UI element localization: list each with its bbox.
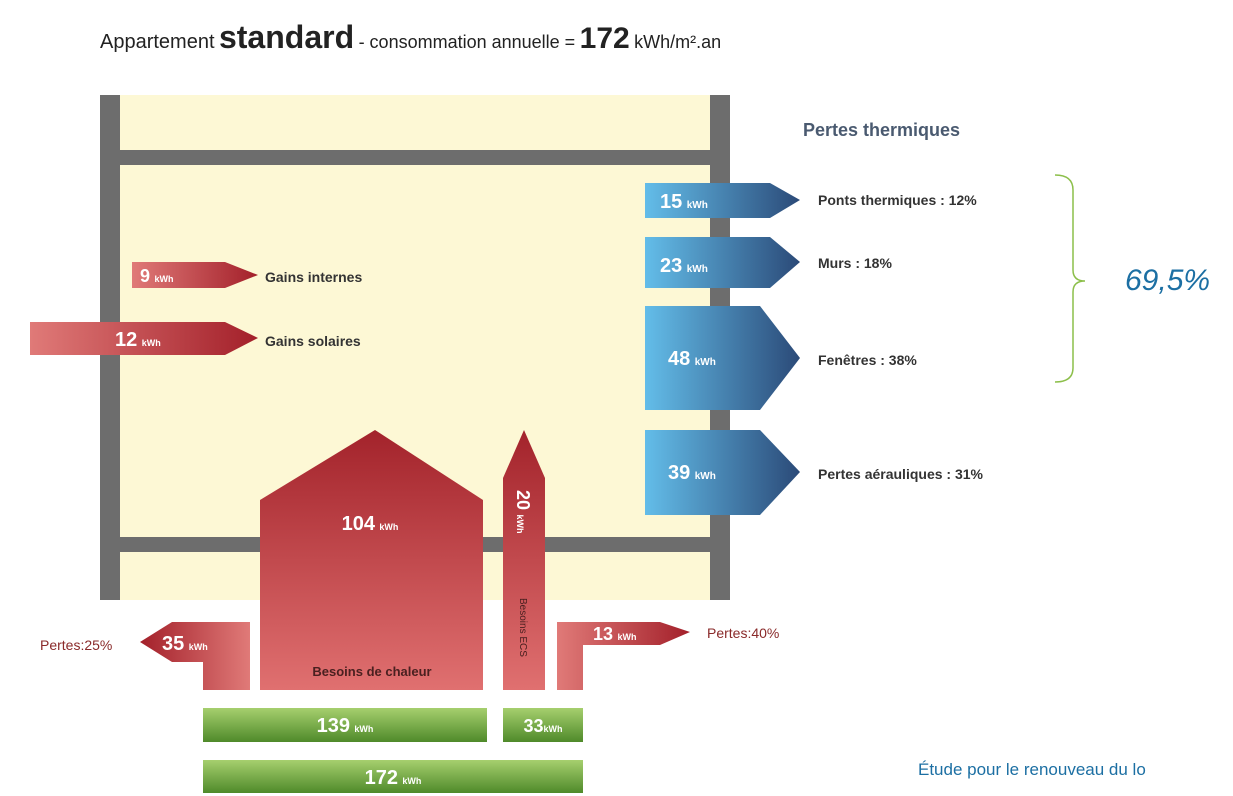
heating-shape <box>260 430 483 690</box>
total-bar <box>503 708 583 742</box>
losses-title: Pertes thermiques <box>803 120 960 140</box>
value: 13 <box>593 624 613 644</box>
total-bar <box>203 760 583 793</box>
value: 20 <box>513 490 533 510</box>
loss-label: Fenêtres : 38% <box>818 352 917 368</box>
hot-water-label: Besoins ECS <box>517 598 528 657</box>
heating-label: Besoins de chaleur <box>312 664 431 679</box>
total-value: 33kWh <box>523 716 562 736</box>
hot-water-loss-label: Pertes:40% <box>707 625 779 641</box>
unit: kWh <box>154 274 173 284</box>
unit: kWh <box>189 642 208 652</box>
loss-value: 39 kWh <box>668 462 716 484</box>
title-type: standard <box>219 19 354 55</box>
loss-label: Murs : 18% <box>818 255 892 271</box>
unit: kWh <box>687 200 708 211</box>
gain-value: 12 kWh <box>115 329 161 351</box>
unit: kWh <box>687 264 708 275</box>
total-value: 172 kWh <box>365 767 422 789</box>
heating-loss-label: Pertes:25% <box>40 637 112 653</box>
title-middle: - consommation annuelle = <box>359 32 576 52</box>
unit: kWh <box>402 776 421 786</box>
total-bar <box>203 708 487 742</box>
title-prefix: Appartement <box>100 31 215 53</box>
heating-loss-arrow <box>140 622 250 690</box>
loss-arrow <box>645 430 800 515</box>
value: 48 <box>668 348 690 370</box>
unit: kWh <box>695 357 716 368</box>
value: 23 <box>660 255 682 277</box>
loss-value: 15 kWh <box>660 191 708 213</box>
floor-upper <box>100 150 730 165</box>
value: 172 <box>365 767 398 789</box>
unit: kWh <box>515 514 525 533</box>
loss-label: Ponts thermiques : 12% <box>818 192 977 208</box>
gain-value: 9 kWh <box>140 266 173 286</box>
value: 104 <box>342 513 376 535</box>
unit: kWh <box>354 724 373 734</box>
value: 33 <box>523 716 543 736</box>
hot-water-value: 20 kWh <box>513 490 533 533</box>
heating-loss-value: 35 kWh <box>162 633 208 655</box>
unit: kWh <box>379 522 398 532</box>
value: 9 <box>140 266 150 286</box>
unit: kWh <box>142 338 161 348</box>
hot-water-shape <box>503 430 545 690</box>
gain-label: Gains solaires <box>265 333 361 349</box>
bracket <box>1054 174 1086 383</box>
loss-value: 48 kWh <box>668 348 716 370</box>
value: 35 <box>162 633 184 655</box>
title: Appartement standard - consommation annu… <box>100 19 721 55</box>
gain-arrow <box>30 322 258 355</box>
loss-arrow <box>645 237 800 288</box>
hot-water-loss-arrow <box>557 622 690 690</box>
value: 39 <box>668 462 690 484</box>
unit: kWh <box>544 724 563 734</box>
value: 12 <box>115 329 137 351</box>
loss-arrow <box>645 306 800 410</box>
gain-arrow <box>132 262 258 288</box>
loss-label: Pertes aérauliques : 31% <box>818 466 984 482</box>
value: 139 <box>317 715 350 737</box>
total-value: 139 kWh <box>317 715 374 737</box>
footer: Étude pour le renouveau du lo <box>918 760 1146 779</box>
unit: kWh <box>695 471 716 482</box>
title-unit: kWh/m².an <box>634 32 721 52</box>
loss-arrow <box>645 183 800 218</box>
unit: kWh <box>617 632 636 642</box>
loss-value: 23 kWh <box>660 255 708 277</box>
bracket-total: 69,5% <box>1125 264 1210 297</box>
hot-water-loss-value: 13 kWh <box>593 624 636 644</box>
title-value: 172 <box>580 22 630 55</box>
heating-value: 104 kWh <box>342 513 399 535</box>
value: 15 <box>660 191 682 213</box>
gain-label: Gains internes <box>265 269 362 285</box>
